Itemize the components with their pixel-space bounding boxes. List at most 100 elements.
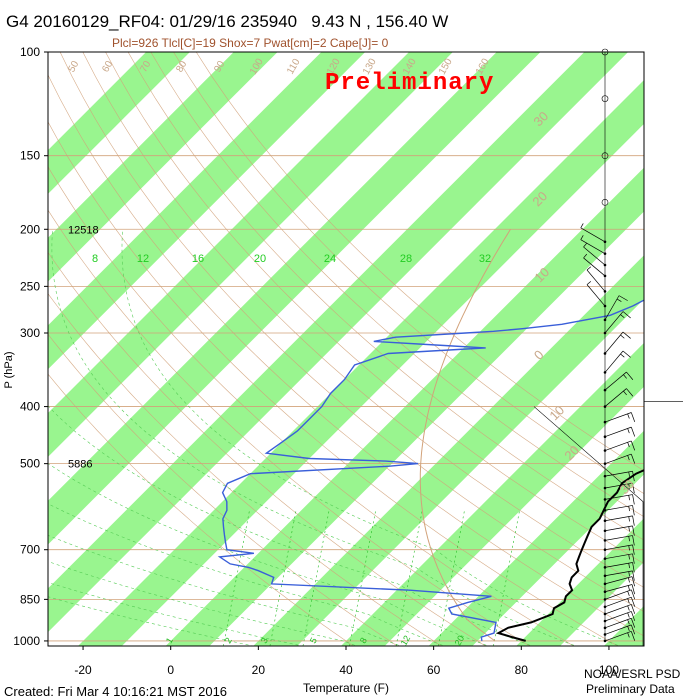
y-tick-label: 400: [20, 400, 40, 414]
wind-barb-staff: [604, 553, 633, 560]
wind-barb-flag: [626, 388, 634, 397]
wind-barb-flag: [632, 535, 635, 546]
wind-dot: [603, 519, 607, 523]
wind-barb-flag: [627, 585, 630, 591]
wind-dot: [603, 274, 607, 278]
wind-dot: [603, 331, 607, 335]
mixing-ratio-label: 32: [479, 253, 491, 265]
chart-subtitle: Plcl=926 Tlcl[C]=19 Shox=7 Pwat[cm]=2 Ca…: [112, 36, 389, 50]
wind-barb-flag: [622, 311, 631, 319]
dry-adiabat: [173, 52, 644, 495]
dry-adiabat: [195, 52, 644, 472]
wind-dot: [603, 405, 607, 408]
org-label: NOAA/ESRL PSD: [584, 667, 681, 681]
mixing-ratio-label: 16: [192, 253, 204, 265]
wind-barb-staff: [604, 589, 632, 600]
isotherm-band: [340, 342, 644, 646]
wind-dot: [603, 605, 607, 609]
wind-barb-flag: [632, 505, 635, 516]
calm-circle: [601, 199, 609, 206]
isotherm-band: [48, 52, 629, 633]
wind-barb-flag: [628, 536, 630, 542]
wind-barb-flag: [630, 631, 636, 641]
wind-barb-staff: [604, 453, 632, 464]
wind-barb-flag: [627, 612, 630, 618]
wind-barb-staff: [604, 412, 632, 423]
y-tick-label: 150: [20, 149, 40, 163]
wind-dot: [603, 633, 607, 636]
y-tick-label: 200: [20, 222, 40, 236]
mixing-ratio-bottom-label: 2: [223, 636, 234, 645]
wind-barb-flag: [632, 553, 635, 564]
y-tick-label: 250: [20, 279, 40, 293]
wind-dot: [603, 263, 607, 267]
dry-adiabat-label: 80: [174, 59, 189, 75]
dry-adiabat-label: 60: [100, 59, 115, 75]
wind-dot: [603, 352, 607, 355]
wind-barb-flag: [628, 483, 630, 489]
moist-adiabat: [51, 229, 577, 646]
wind-barb-flag: [583, 253, 588, 259]
wind-barb-staff: [604, 426, 632, 438]
wind-barb-flag: [623, 374, 627, 379]
wind-barb-flag: [628, 471, 630, 477]
preliminary-watermark: Preliminary: [325, 70, 495, 97]
wind-dot: [603, 290, 607, 293]
wind-barb-flag: [630, 589, 636, 600]
wind-dot: [603, 252, 607, 255]
wind-dot: [603, 240, 607, 244]
wind-barb-flag: [628, 554, 630, 560]
moist-adiabat: [48, 561, 358, 646]
mixing-ratio-bottom-label: 20: [453, 634, 467, 648]
wind-barb-staff: [604, 331, 624, 354]
mixing-ratio-label: 20: [254, 253, 266, 265]
wind-barb-staff: [580, 227, 606, 243]
wind-barb-staff: [604, 470, 633, 477]
wind-barb-flag: [628, 506, 630, 512]
wind-dot: [603, 420, 607, 424]
wind-barb-staff: [604, 388, 627, 407]
wind-barb-flag: [627, 442, 630, 448]
wind-barb-flag: [632, 471, 635, 482]
wind-barb-staff: [604, 576, 633, 585]
mixing-ratio-label: 8: [92, 253, 98, 265]
moist-adiabat: [121, 229, 621, 646]
wind-dot: [603, 474, 607, 478]
wind-dot: [603, 388, 607, 392]
dry-adiabat: [82, 52, 644, 588]
calm-circle: [601, 152, 609, 160]
wind-dot: [603, 598, 607, 601]
mixing-ratio-line: [349, 510, 376, 646]
moist-adiabat: [48, 405, 533, 646]
isotherm-band: [603, 605, 644, 646]
dry-adiabat: [48, 166, 575, 646]
wind-barb-staff: [604, 295, 620, 321]
wind-dot: [603, 619, 607, 623]
dry-adiabat: [105, 52, 644, 565]
moist-adiabat: [48, 535, 402, 646]
wind-barb-flag: [631, 576, 635, 587]
mixing-ratio-line: [269, 510, 297, 646]
dry-adiabat: [48, 121, 619, 646]
wind-barbs: [580, 48, 636, 643]
wind-barb-staff: [604, 494, 633, 500]
wind-dot: [603, 462, 607, 465]
wind-barb-staff: [604, 611, 632, 622]
wind-barb-flag: [627, 598, 630, 604]
mixing-ratio-line: [493, 510, 520, 646]
wind-barb-staff: [604, 505, 633, 511]
dry-adiabat: [48, 293, 443, 646]
wind-barb-staff: [604, 515, 633, 522]
dry-adiabat: [48, 333, 398, 646]
x-tick-label: 40: [339, 663, 353, 677]
wind-barb-flag: [632, 570, 635, 581]
dry-adiabat-label: 70: [138, 59, 153, 75]
wind-barb-staff: [604, 624, 632, 635]
wind-barb-staff: [580, 239, 606, 254]
wind-dot: [603, 498, 607, 501]
wind-barb-staff: [604, 631, 632, 642]
wind-dot: [603, 435, 607, 438]
y-tick-label: 850: [20, 592, 40, 606]
